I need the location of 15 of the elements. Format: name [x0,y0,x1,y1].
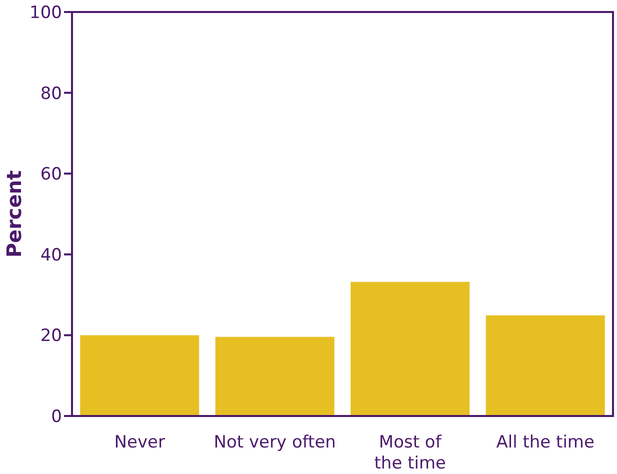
y-axis-title: Percent [2,170,26,258]
y-tick-label: 40 [40,245,62,266]
y-tick-label: 0 [51,407,62,428]
x-tick-label: Never [114,432,165,452]
x-tick-label: All the time [496,432,594,452]
bar [215,336,334,416]
x-tick-label: Not very often [214,432,336,452]
x-tick-label: Most of the time [374,432,446,474]
y-tick-label: 60 [40,164,62,185]
y-tick-label: 20 [40,326,62,346]
y-tick-label: 100 [30,3,62,24]
bar [80,335,200,416]
bar [350,282,470,416]
bar [486,315,605,416]
y-tick-label: 80 [40,84,62,104]
